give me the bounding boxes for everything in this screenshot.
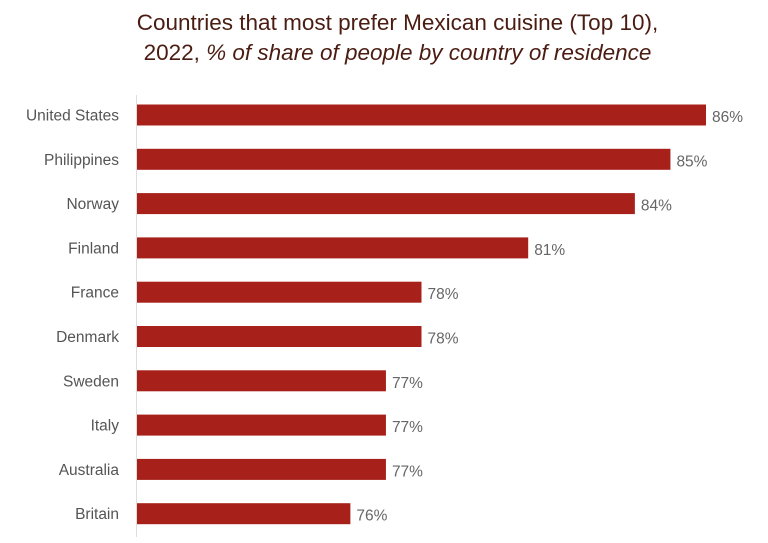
chart-title: Countries that most prefer Mexican cuisi… [136,10,659,35]
data-label: 84% [641,198,672,215]
data-label: 77% [392,375,423,392]
data-label: 77% [392,419,423,436]
bar [137,370,386,392]
chart-subtitle: 2022, % of share of people by country of… [0,38,768,68]
bar [137,237,529,259]
chart-subtitle-text: % of share of people by country of resid… [206,40,652,65]
data-label: 86% [712,109,743,126]
chart-subtitle-year: 2022, [143,40,207,65]
category-label: Denmark [56,329,119,346]
category-label: Finland [68,240,119,257]
category-label: France [71,285,119,302]
data-label: 78% [428,286,459,303]
data-label: 81% [534,242,565,259]
bar [137,193,635,215]
bar [137,414,386,436]
bar [137,148,671,170]
data-label: 77% [392,463,423,480]
category-label: Italy [91,418,120,435]
bar [137,281,422,303]
data-label: 76% [356,508,387,525]
bar [137,503,351,525]
category-label: Sweden [63,373,119,390]
data-label: 85% [676,153,707,170]
category-label: Britain [75,506,119,523]
category-label: Philippines [44,152,119,169]
category-label: Norway [66,196,119,213]
bar [137,104,706,126]
category-label: Australia [59,462,120,479]
bar [137,326,422,347]
data-label: 78% [428,331,459,348]
bar [137,458,386,480]
category-label: United States [26,108,119,125]
